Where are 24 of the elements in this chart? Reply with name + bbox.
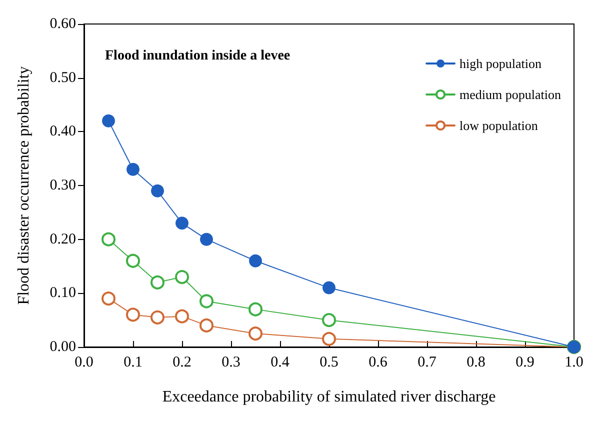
y-tick-label: 0.20 bbox=[50, 231, 76, 248]
text: Flood inundation inside a levee bbox=[105, 48, 290, 64]
y-tick-label: 0.00 bbox=[50, 339, 76, 355]
x-tick-label: 0.3 bbox=[222, 354, 240, 370]
legend-label: low population bbox=[460, 118, 538, 133]
x-axis-title: Exceedance probability of simulated river discharge bbox=[162, 388, 496, 406]
x-tick-label: 0.8 bbox=[466, 354, 486, 370]
y-tick-label: 0.50 bbox=[50, 70, 76, 86]
legend-label: high population bbox=[460, 56, 542, 71]
x-tick-label: 0.6 bbox=[368, 354, 388, 370]
y-tick-label: 0.30 bbox=[50, 178, 76, 194]
x-tick-label: 0.5 bbox=[320, 354, 338, 370]
x-tick-label: 0.2 bbox=[172, 354, 192, 370]
x-tick-label: 1.0 bbox=[564, 354, 584, 370]
x-tick-label: 0.4 bbox=[270, 354, 290, 370]
y-tick-label: 0.60 bbox=[50, 16, 76, 32]
x-tick-label: 0.0 bbox=[74, 354, 94, 370]
legend-label: medium population bbox=[460, 87, 562, 102]
x-tick-label: 0.9 bbox=[516, 354, 534, 370]
y-tick-label: 0.10 bbox=[50, 285, 76, 302]
x-tick-label: 0.7 bbox=[418, 354, 437, 370]
y-axis-title: Flood disaster occurrence probability bbox=[16, 66, 32, 305]
y-tick-label: 0.40 bbox=[50, 124, 76, 140]
x-tick-label: 0.1 bbox=[124, 354, 142, 370]
